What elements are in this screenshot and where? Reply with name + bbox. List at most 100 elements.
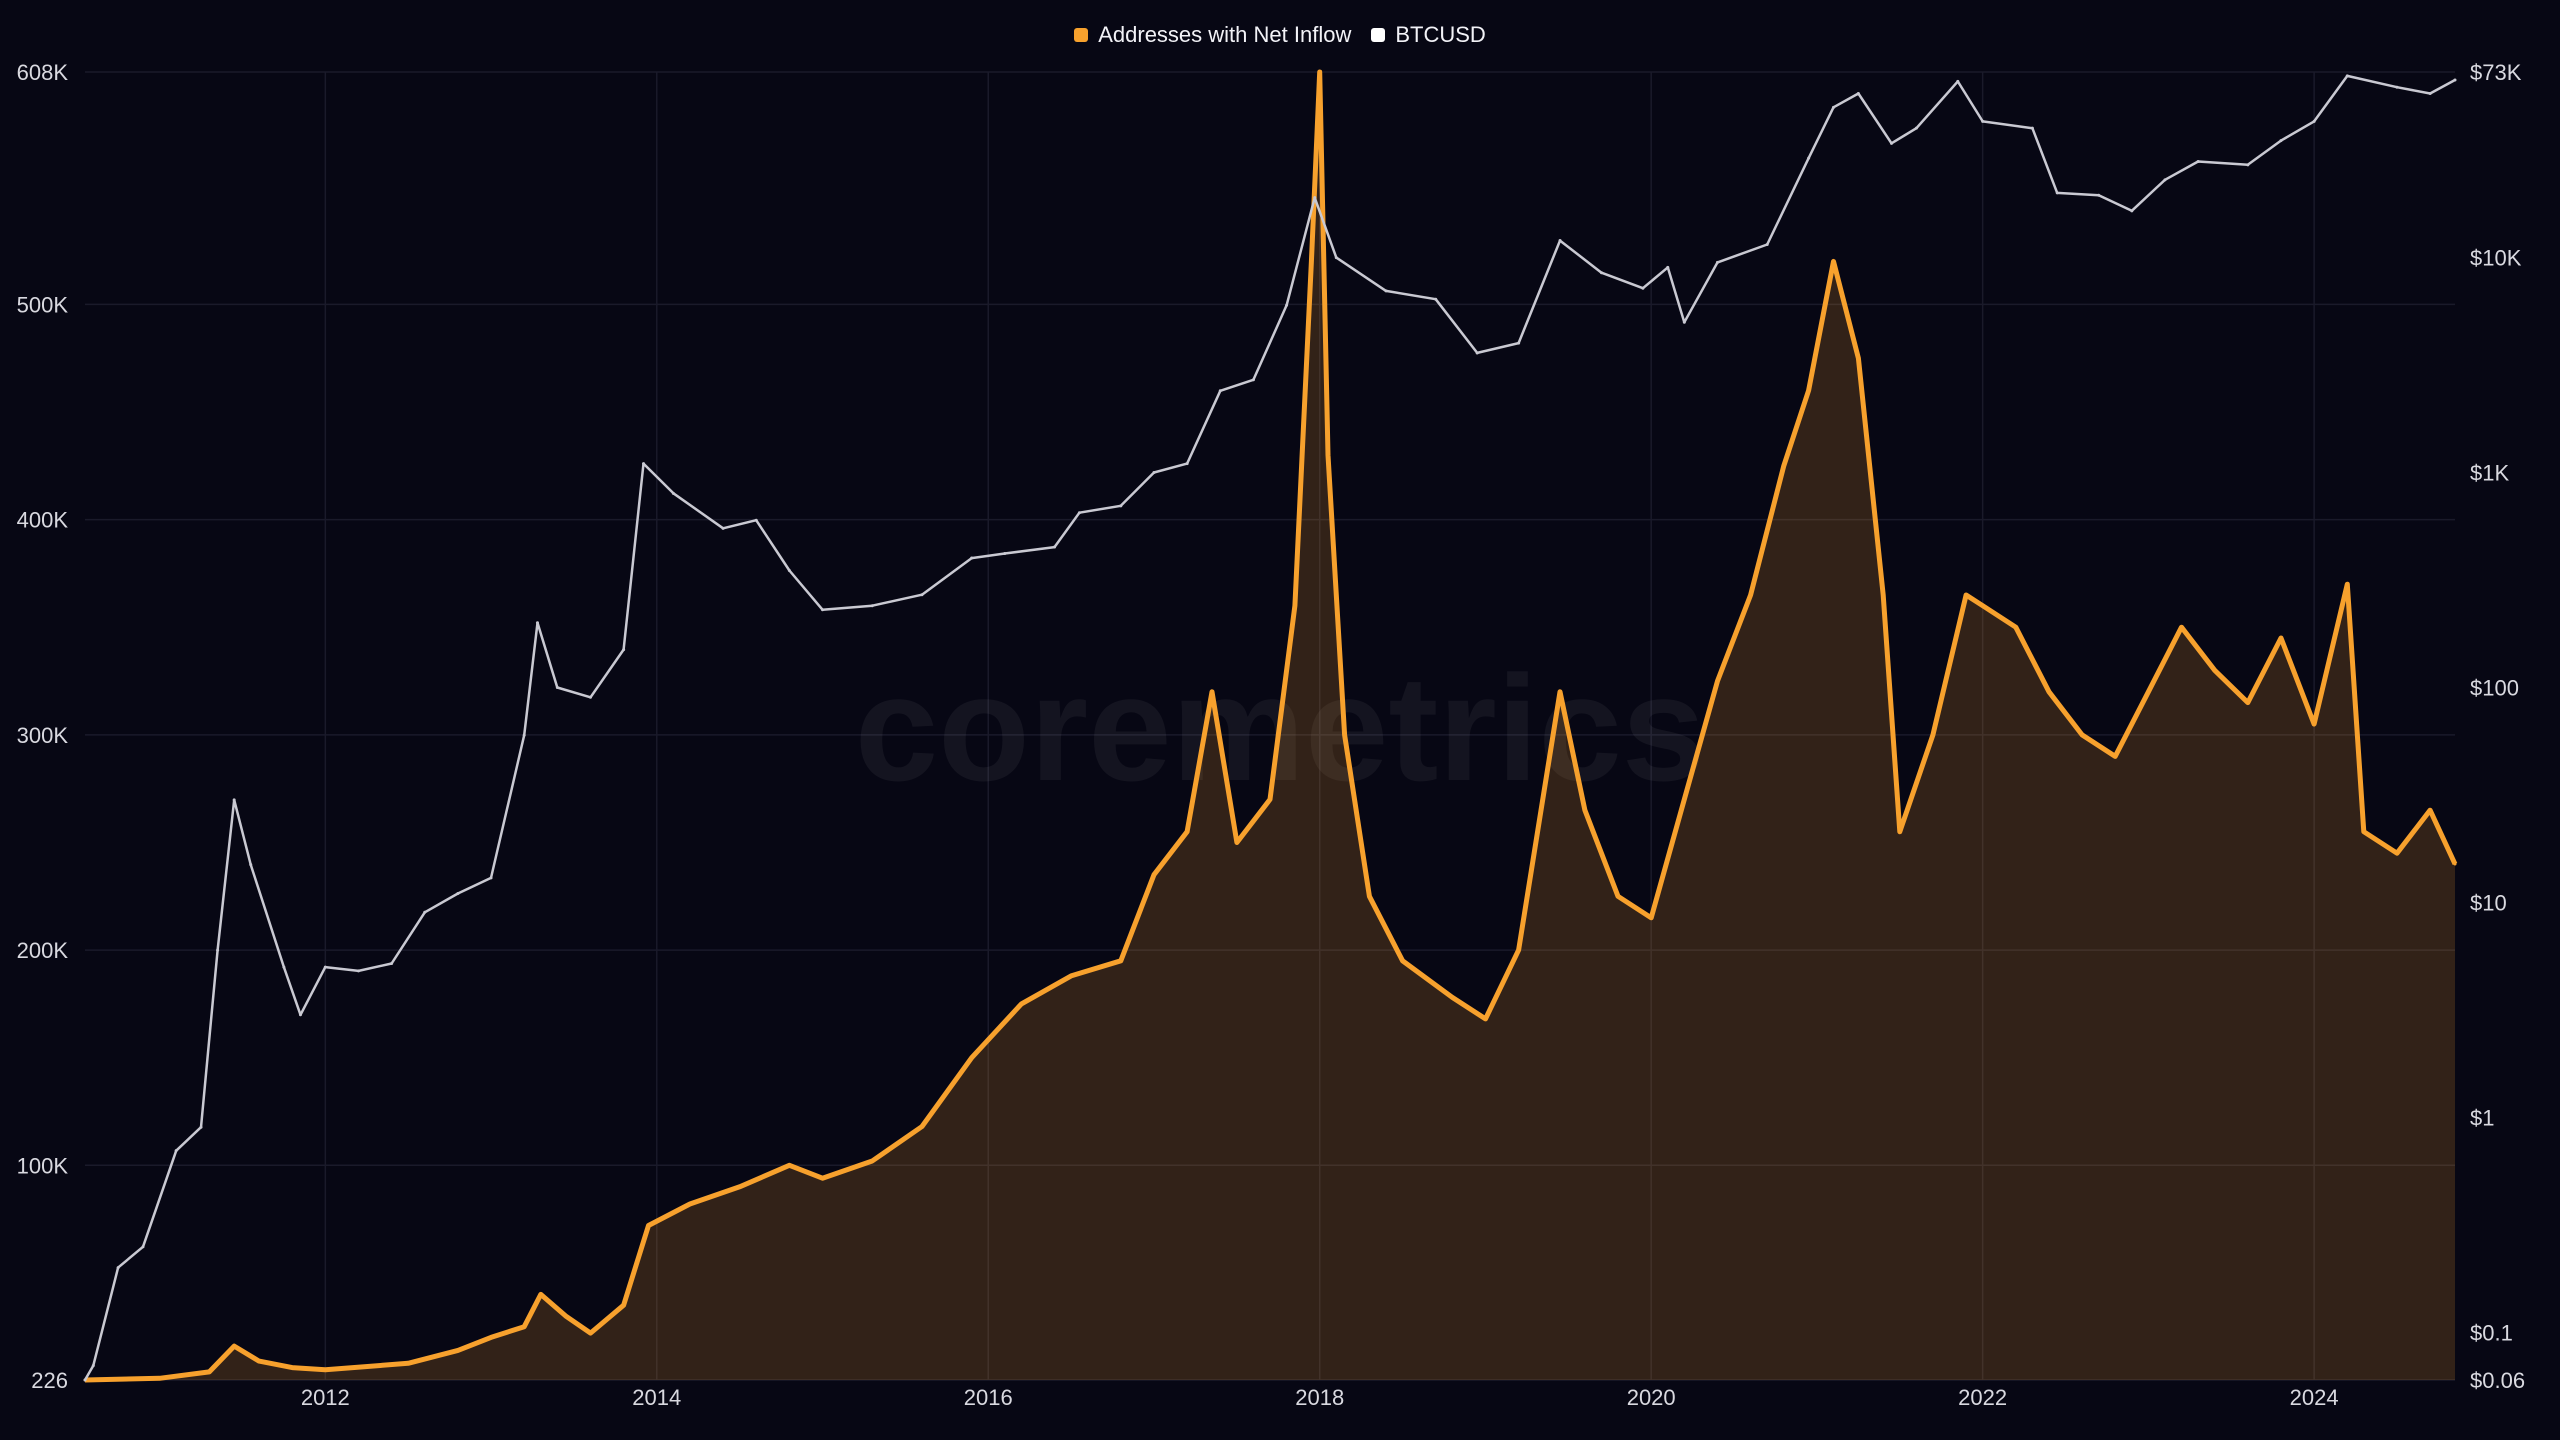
x-tick-6: 2024: [2290, 1385, 2339, 1410]
series-1-point-36: [1185, 462, 1189, 466]
legend-swatch-btcusd: [1371, 28, 1386, 42]
series-1-point-3: [141, 1245, 145, 1249]
series-0-point-35: [1343, 733, 1347, 737]
series-0-point-56: [1981, 604, 1985, 608]
series-1-point-65: [2196, 159, 2200, 163]
series-1-point-26: [787, 569, 791, 573]
series-0-point-21: [920, 1125, 924, 1129]
series-0-point-69: [2395, 851, 2399, 855]
series-1-point-60: [2030, 126, 2034, 130]
y-left-tick-3: 300K: [17, 723, 69, 748]
series-0-point-48: [1782, 464, 1786, 468]
series-0-point-37: [1401, 959, 1405, 963]
series-0-point-36: [1367, 894, 1371, 898]
series-0-point-8: [456, 1348, 460, 1352]
series-1-point-50: [1682, 320, 1686, 324]
series-1-point-28: [870, 604, 874, 608]
series-1-point-6: [216, 948, 220, 952]
series-layer: [83, 69, 2458, 1383]
x-tick-0: 2012: [301, 1385, 350, 1410]
series-1-point-24: [721, 526, 725, 530]
series-1-point-21: [622, 648, 626, 652]
series-1-point-38: [1251, 378, 1255, 382]
series-0-point-65: [2279, 636, 2283, 640]
series-0-point-45: [1682, 797, 1686, 801]
series-1-point-8: [249, 863, 253, 867]
series-1-point-17: [522, 733, 526, 737]
series-1-point-43: [1434, 297, 1438, 301]
series-line-0: [84, 69, 2458, 1383]
y-left-tick-5: 500K: [17, 292, 69, 317]
series-1-point-35: [1152, 471, 1156, 475]
series-0-point-19: [821, 1176, 825, 1180]
series-0-point-29: [1235, 840, 1239, 844]
series-1-point-12: [356, 969, 360, 973]
series-1-point-2: [116, 1266, 120, 1270]
series-0-point-26: [1152, 873, 1156, 877]
series-0-point-32: [1309, 259, 1313, 263]
series-1-point-48: [1641, 286, 1645, 290]
series-btcusd: [83, 74, 2457, 1382]
series-0-point-51: [1856, 356, 1860, 360]
series-1-point-20: [588, 695, 592, 699]
series-1-point-14: [423, 910, 427, 914]
series-0-point-31: [1293, 604, 1297, 608]
y-left-tick-2: 200K: [17, 938, 69, 963]
series-0-point-3: [232, 1344, 236, 1348]
series-0-point-50: [1831, 259, 1835, 263]
series-0-point-30: [1268, 797, 1272, 801]
series-0-point-47: [1749, 593, 1753, 597]
series-0-point-42: [1583, 808, 1587, 812]
series-1-point-22: [642, 462, 646, 466]
series-1-point-30: [970, 556, 974, 560]
series-1-point-13: [390, 961, 394, 965]
series-0-point-33: [1318, 70, 1322, 74]
series-1-point-72: [2453, 78, 2457, 82]
y-right-tick-5: $1K: [2470, 461, 2509, 486]
y-right-tick-2: $1: [2470, 1105, 2494, 1130]
legend-item-inflow[interactable]: Addresses with Net Inflow: [1074, 22, 1351, 48]
series-0-point-62: [2180, 625, 2184, 629]
series-1-point-16: [489, 876, 493, 880]
series-1-point-69: [2345, 74, 2349, 78]
series-1-point-33: [1077, 511, 1081, 515]
series-1-point-56: [1890, 141, 1894, 145]
series-1-point-41: [1334, 256, 1338, 260]
legend-label-btcusd: BTCUSD: [1395, 22, 1486, 47]
series-0-point-6: [323, 1368, 327, 1372]
series-0-point-53: [1898, 830, 1902, 834]
series-1-point-10: [298, 1013, 302, 1017]
y-right-tick-6: $10K: [2470, 246, 2522, 271]
series-0-point-23: [1019, 1002, 1023, 1006]
series-0-point-20: [870, 1159, 874, 1163]
y-left-tick-6: 608K: [17, 60, 69, 85]
series-1-point-15: [456, 892, 460, 896]
series-1-point-7: [232, 798, 236, 802]
series-0-point-46: [1715, 679, 1719, 683]
y-left-tick-1: 100K: [17, 1153, 69, 1178]
series-1-point-40: [1313, 196, 1317, 200]
series-1-point-37: [1218, 389, 1222, 393]
series-0-point-4: [257, 1359, 261, 1363]
series-0-point-39: [1483, 1017, 1487, 1021]
series-1-point-70: [2395, 85, 2399, 89]
legend-swatch-inflow: [1074, 28, 1089, 42]
series-0-point-1: [158, 1376, 162, 1380]
series-0-point-61: [2146, 690, 2150, 694]
legend-item-btcusd[interactable]: BTCUSD: [1371, 22, 1486, 48]
series-1-point-45: [1517, 341, 1521, 345]
series-0-point-27: [1185, 830, 1189, 834]
series-0-point-63: [2213, 668, 2217, 672]
y-right-tick-0: $0.06: [2470, 1368, 2525, 1393]
series-0-point-11: [539, 1292, 543, 1296]
series-0-point-16: [688, 1202, 692, 1206]
y-right-tick-1: $0.1: [2470, 1320, 2513, 1345]
series-1-point-27: [821, 608, 825, 612]
series-0-point-52: [1881, 593, 1885, 597]
series-1-point-63: [2130, 209, 2134, 213]
series-1-point-68: [2312, 119, 2316, 123]
series-0-point-55: [1964, 593, 1968, 597]
series-0-point-12: [564, 1314, 568, 1318]
series-1-point-54: [1831, 105, 1835, 109]
